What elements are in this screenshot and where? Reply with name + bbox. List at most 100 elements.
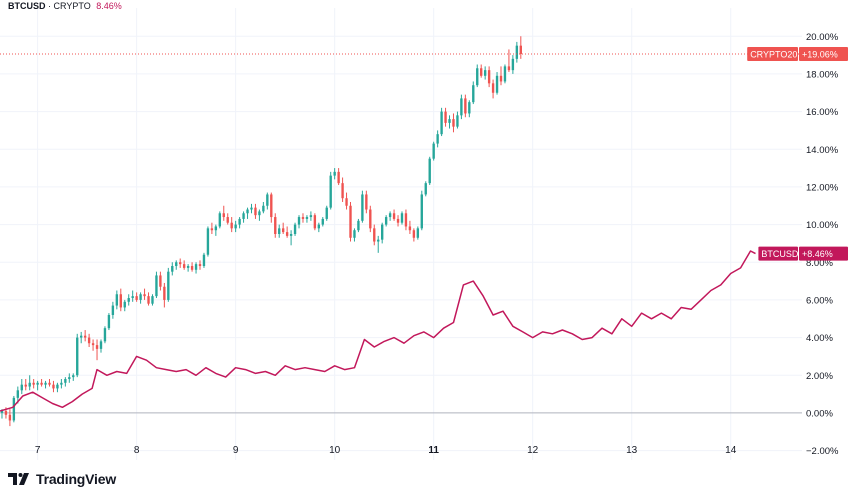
candle	[392, 209, 396, 221]
candle-body	[83, 335, 87, 338]
candle-body	[186, 266, 190, 268]
candle-body	[28, 382, 31, 387]
candle	[111, 301, 115, 319]
candle	[234, 220, 237, 233]
candle-body	[345, 198, 348, 206]
candle	[250, 203, 253, 214]
candle	[24, 379, 27, 391]
candle-body	[32, 382, 35, 385]
candle-body	[179, 262, 182, 265]
candle	[436, 130, 439, 148]
candle	[246, 207, 249, 219]
y-tick-label: 2.00%	[806, 371, 833, 382]
candle-body	[278, 228, 281, 234]
candle	[428, 156, 431, 186]
candle-body	[274, 217, 277, 234]
candle-body	[44, 382, 47, 385]
header-symbol[interactable]: BTCUSD	[8, 1, 46, 11]
candle-body	[143, 294, 146, 297]
candle-body	[230, 222, 233, 229]
candle-body	[48, 382, 51, 385]
candle	[491, 79, 495, 99]
y-axis: 20.00% 18.00% 16.00% 14.00% 12.00% 10.00% 8.00…	[806, 32, 839, 457]
candle	[341, 177, 344, 202]
candle	[293, 222, 297, 236]
candle-body	[329, 175, 332, 208]
candle-body	[301, 217, 305, 219]
candle-body	[254, 207, 257, 216]
crypto20-tag: CRYPTO20 +19.06%	[747, 46, 848, 61]
candle	[103, 326, 107, 344]
candle-body	[325, 207, 328, 219]
candle-body	[281, 228, 285, 233]
candle-body	[297, 217, 301, 225]
y-tick-label: 12.00%	[806, 182, 839, 193]
candle-body	[246, 209, 249, 214]
candle	[495, 72, 499, 95]
candle	[483, 66, 487, 80]
candle-body	[476, 68, 479, 86]
candle-body	[175, 262, 178, 267]
candle	[412, 228, 416, 242]
candle-body	[80, 335, 83, 338]
y-tick-label: 16.00%	[806, 107, 839, 118]
candle-body	[436, 134, 439, 144]
candle-body	[258, 211, 261, 216]
y-tick-label: 18.00%	[806, 69, 839, 80]
candle-body	[412, 230, 416, 238]
y-tick-label: 8.00%	[806, 258, 833, 269]
candle	[297, 215, 301, 229]
candle-body	[266, 194, 269, 206]
x-tick-label: 13	[626, 445, 638, 456]
chart-canvas[interactable]: 20.00% 18.00% 16.00% 14.00% 12.00% 10.00% 8.00…	[0, 0, 852, 470]
candle-body	[135, 296, 138, 300]
y-tick-label: 6.00%	[806, 295, 833, 306]
tradingview-brand[interactable]: TradingView	[8, 471, 116, 487]
candle	[456, 111, 459, 129]
candle	[127, 294, 130, 306]
candle-body	[250, 207, 253, 210]
candle-body	[52, 384, 55, 389]
candle	[64, 377, 67, 387]
candle	[313, 213, 317, 231]
candle-body	[289, 234, 293, 236]
y-tick-label: 20.00%	[806, 32, 839, 43]
candle-body	[361, 194, 364, 221]
candle	[476, 64, 479, 88]
candle	[325, 205, 328, 221]
candle	[400, 211, 404, 225]
candle-body	[155, 275, 158, 297]
candle	[12, 395, 16, 423]
candle-body	[72, 375, 75, 378]
candle-body	[0, 411, 4, 413]
candle-body	[60, 382, 63, 385]
candle	[175, 260, 178, 270]
candle-body	[123, 301, 126, 308]
candle	[143, 288, 146, 300]
candle-body	[396, 218, 400, 223]
candle	[305, 215, 309, 223]
candle	[218, 211, 221, 229]
candle	[222, 205, 225, 221]
candle-body	[36, 382, 39, 385]
chart-grid	[0, 8, 802, 460]
candle-body	[95, 345, 99, 349]
candle	[135, 292, 138, 302]
candle	[301, 213, 305, 223]
x-tick-label: 9	[233, 445, 239, 456]
candle-body	[226, 217, 229, 223]
candle-body	[285, 232, 289, 236]
x-tick-label: 10	[329, 445, 341, 456]
candle	[80, 331, 83, 344]
candle-body	[480, 68, 483, 76]
candle	[499, 66, 503, 86]
candle	[464, 94, 467, 118]
candle-body	[242, 213, 245, 219]
candle-body	[270, 194, 273, 218]
candle	[254, 203, 257, 219]
candle-body	[293, 224, 297, 234]
candle	[119, 288, 122, 312]
candle-body	[103, 328, 107, 342]
candle	[123, 299, 126, 312]
candle-body	[218, 213, 221, 227]
